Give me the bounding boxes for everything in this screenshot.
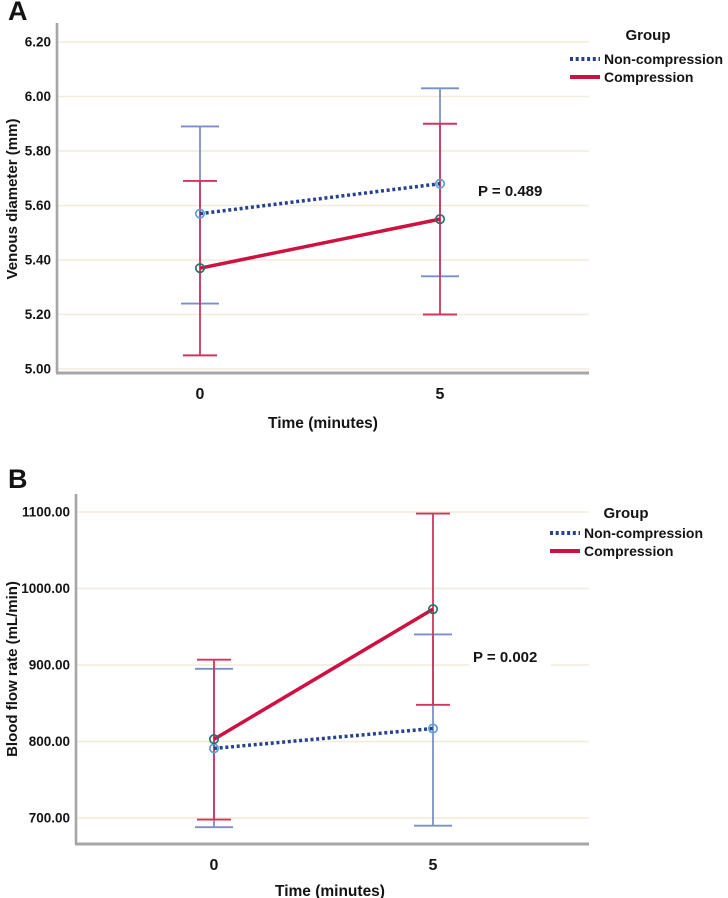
y-tick-label: 800.00 <box>29 734 70 749</box>
venous-diameter-chart: 5.00 5.20 5.40 5.60 5.80 6.00 6.20 0 5 Time (minu… <box>4 0 723 432</box>
x-tick-label: 5 <box>429 857 438 874</box>
y-tick-label: 900.00 <box>29 658 70 673</box>
y-tick-label: 6.00 <box>25 89 51 104</box>
y-tick-label: 5.40 <box>25 253 51 268</box>
data-point-marker-non-compression <box>434 178 446 189</box>
legend-item-label-compression: Compression <box>584 543 673 559</box>
data-point-marker-compression <box>208 734 220 745</box>
legend-item-label-compression: Compression <box>604 69 693 85</box>
panel-label: B <box>8 464 28 494</box>
x-tick-label: 0 <box>210 857 219 874</box>
annotation-background <box>474 181 556 201</box>
data-point-marker-compression <box>427 604 439 615</box>
series-line-compression <box>213 607 434 741</box>
y-tick-label: 5.80 <box>25 144 51 159</box>
x-axis-title: Time (minutes) <box>268 415 378 432</box>
y-tick-label: 5.00 <box>25 362 51 377</box>
series-line-non-compression <box>199 181 441 216</box>
figure-panel-b: 700.00 800.00 900.00 1000.00 1100.00 0 5 Time (… <box>0 455 728 898</box>
p-value-annotation: P = 0.489 <box>478 183 542 200</box>
data-point-marker-non-compression <box>427 723 439 734</box>
blood-flow-rate-chart: 700.00 800.00 900.00 1000.00 1100.00 0 5 Time (… <box>4 464 703 898</box>
legend-item-label-non-compression: Non-compression <box>604 51 723 67</box>
y-tick-label: 5.60 <box>25 198 51 213</box>
y-axis-title: Venous diameter (mm) <box>4 119 21 280</box>
figure-panel-a: 5.00 5.20 5.40 5.60 5.80 6.00 6.20 0 5 Time (minu… <box>4 0 723 432</box>
legend-title: Group <box>604 505 649 522</box>
x-tick-label: 0 <box>196 386 205 403</box>
series-line-non-compression <box>213 726 434 751</box>
y-tick-label: 5.20 <box>25 307 51 322</box>
y-tick-label: 1100.00 <box>22 505 70 520</box>
x-axis-title: Time (minutes) <box>275 883 385 898</box>
data-point-marker-compression <box>434 214 446 225</box>
p-value-annotation: P = 0.002 <box>473 649 537 666</box>
data-point-marker-non-compression <box>194 208 206 219</box>
data-point-marker-compression <box>194 263 206 274</box>
legend-title: Group <box>626 27 671 44</box>
x-tick-label: 5 <box>436 386 445 403</box>
annotation-background <box>469 647 551 667</box>
legend-item-label-non-compression: Non-compression <box>584 525 703 541</box>
y-axis-title: Blood flow rate (mL/min) <box>4 581 21 757</box>
panel-label: A <box>8 0 28 26</box>
y-tick-label: 6.20 <box>25 35 51 50</box>
series-line-compression <box>199 217 441 270</box>
y-tick-label: 1000.00 <box>21 581 70 596</box>
y-tick-label: 700.00 <box>29 811 70 826</box>
